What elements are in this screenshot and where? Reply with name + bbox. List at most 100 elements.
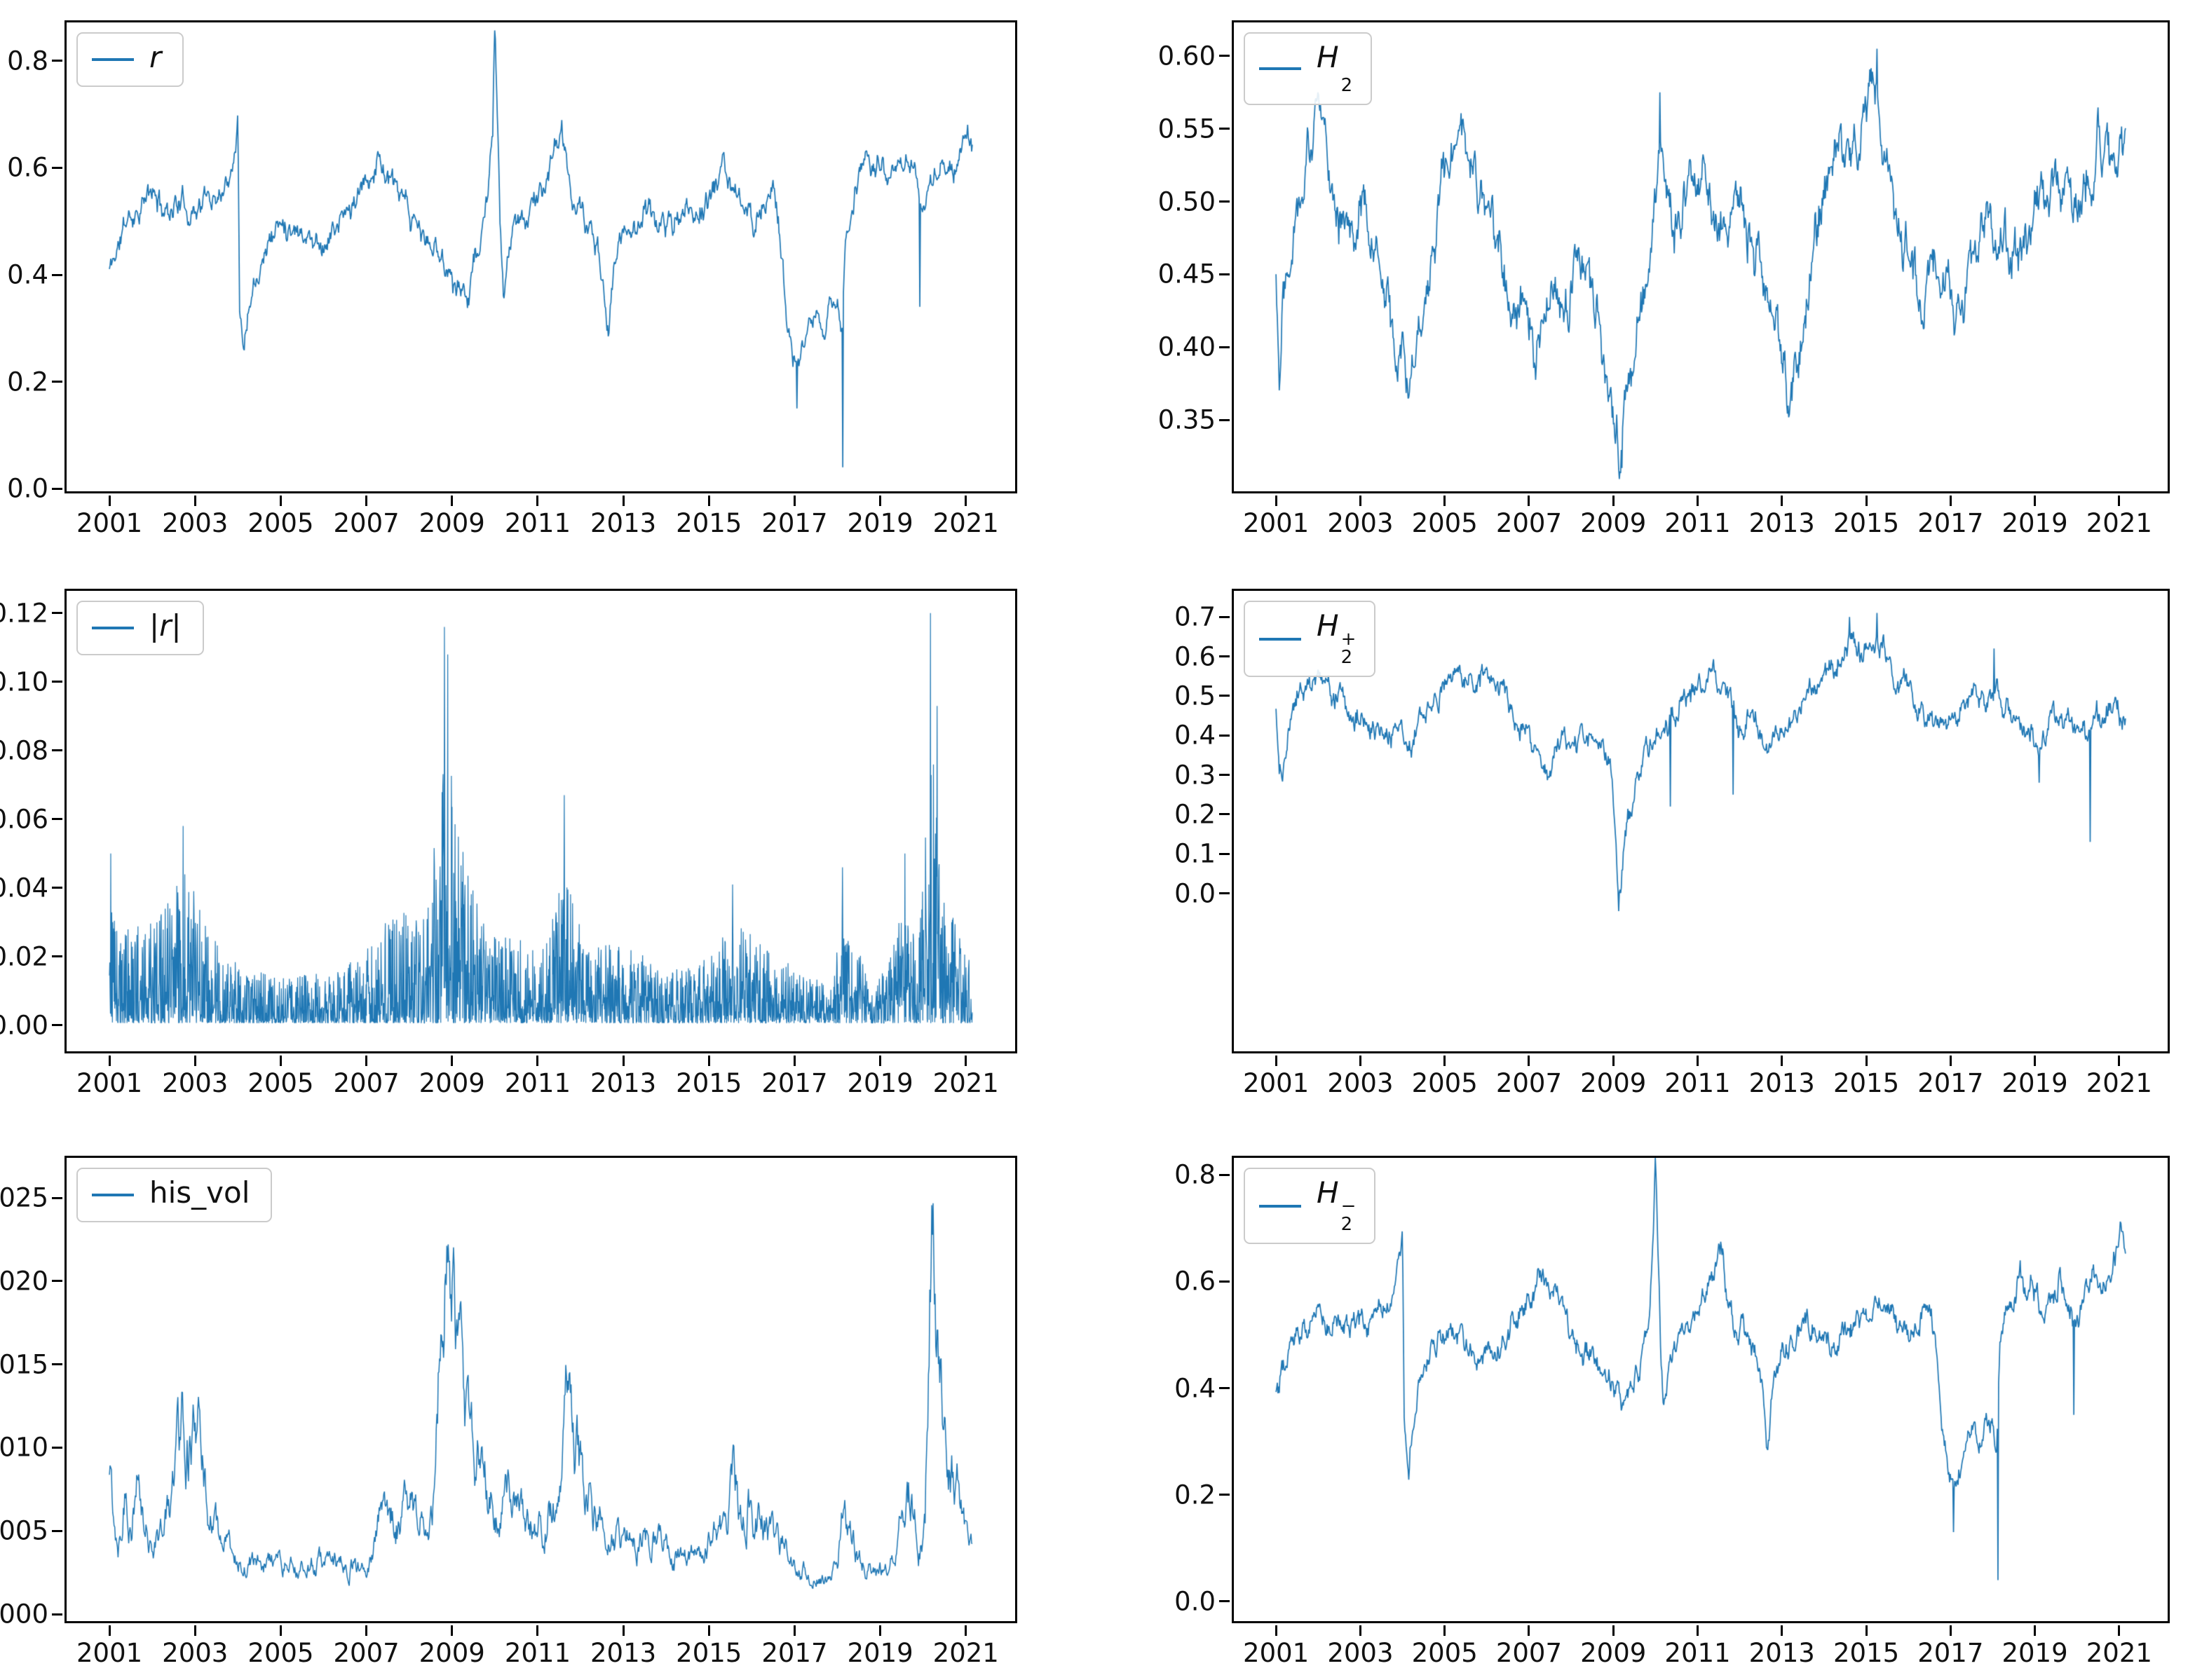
y-tick-mark <box>52 1446 62 1449</box>
x-tick-label: 2015 <box>1833 508 1900 538</box>
x-tick-label: 2009 <box>1580 508 1647 538</box>
x-tick-label: 2011 <box>504 1638 571 1668</box>
panel-h2-plus: H +2 2001 2003 2005 2007 2009 2011 2013 2015 2017… <box>1174 589 2170 1098</box>
y-tick-label: 0.8 <box>7 46 48 76</box>
x-tick-label: 2017 <box>761 1068 828 1098</box>
x-tick-label: 2013 <box>590 1638 657 1668</box>
x-tick-mark <box>1949 1625 1952 1636</box>
x-tick-mark <box>1275 1625 1277 1636</box>
x-tick-mark <box>1781 496 1783 506</box>
panel-h2-minus: H −2 2001 2003 2005 2007 2009 2011 2013 2015 2017… <box>1174 1156 2170 1668</box>
y-tick-mark <box>1219 128 1230 130</box>
x-tick-mark <box>279 496 282 506</box>
x-tick-mark <box>1865 496 1868 506</box>
x-tick-label: 2013 <box>1748 1638 1815 1668</box>
legend-line-sample <box>92 58 134 61</box>
x-tick-mark <box>965 496 967 506</box>
x-tick-mark <box>536 496 539 506</box>
x-tick-mark <box>365 496 368 506</box>
x-tick-mark <box>108 1625 111 1636</box>
y-tick-mark <box>1219 695 1230 697</box>
y-tick-mark <box>52 381 62 383</box>
legend-label: |r| <box>149 608 182 643</box>
y-tick-label: 0.06 <box>0 804 48 835</box>
x-tick-label: 2001 <box>76 508 143 538</box>
y-tick-label: 0.3 <box>1174 760 1216 791</box>
y-tick-label: 0.025 <box>0 1182 48 1213</box>
x-tick-mark <box>1781 1056 1783 1066</box>
legend-line-sample <box>92 627 134 629</box>
y-tick-mark <box>1219 892 1230 895</box>
y-tick-mark <box>52 166 62 169</box>
x-tick-mark <box>193 1625 196 1636</box>
x-tick-label: 2009 <box>419 1068 485 1098</box>
x-tick-mark <box>1443 1056 1446 1066</box>
y-tick-mark <box>1219 774 1230 777</box>
x-tick-label: 2021 <box>932 508 999 538</box>
plot-canvas-h2-plus <box>1234 591 2168 1051</box>
plot-canvas-r <box>67 22 1015 491</box>
y-tick-label: 0.12 <box>0 598 48 629</box>
y-tick-label: 0.2 <box>1174 799 1216 830</box>
y-tick-mark <box>1219 655 1230 658</box>
x-tick-label: 2011 <box>1664 1638 1731 1668</box>
y-tick-label: 0.005 <box>0 1515 48 1546</box>
x-tick-mark <box>279 1625 282 1636</box>
x-tick-label: 2003 <box>1327 1638 1394 1668</box>
x-tick-label: 2011 <box>1664 508 1731 538</box>
y-tick-mark <box>52 818 62 821</box>
x-tick-label: 2017 <box>1917 1068 1984 1098</box>
x-tick-label: 2021 <box>932 1068 999 1098</box>
y-tick-label: 0.000 <box>0 1599 48 1630</box>
x-tick-label: 2021 <box>2086 1638 2152 1668</box>
x-tick-mark <box>793 1625 796 1636</box>
y-tick-mark <box>52 1024 62 1027</box>
legend-label: his_vol <box>149 1175 250 1210</box>
x-tick-label: 2005 <box>1411 508 1478 538</box>
y-tick-label: 0.5 <box>1174 681 1216 711</box>
plot-canvas-abs-r <box>67 591 1015 1051</box>
legend-label: H −2 <box>1317 1175 1357 1235</box>
x-tick-mark <box>2118 496 2121 506</box>
x-tick-label: 2021 <box>2086 508 2152 538</box>
y-tick-label: 0.4 <box>1174 1373 1216 1404</box>
x-tick-mark <box>1612 1056 1615 1066</box>
x-tick-label: 2005 <box>1411 1068 1478 1098</box>
x-tick-label: 2009 <box>1580 1638 1647 1668</box>
panel-r: r 2001 2003 2005 2007 2009 2011 2013 2015 2017 20… <box>7 20 1017 538</box>
legend-line-sample <box>92 1194 134 1196</box>
y-tick-label: 0.7 <box>1174 601 1216 632</box>
y-tick-mark <box>52 1613 62 1616</box>
y-tick-label: 0.60 <box>1157 41 1216 71</box>
y-tick-mark <box>52 1196 62 1199</box>
y-tick-label: 0.0 <box>1174 878 1216 909</box>
y-tick-label: 0.1 <box>1174 838 1216 869</box>
x-tick-mark <box>2034 1056 2037 1066</box>
x-tick-mark <box>365 1625 368 1636</box>
x-tick-label: 2003 <box>1327 508 1394 538</box>
x-tick-mark <box>1949 1056 1952 1066</box>
x-tick-mark <box>279 1056 282 1066</box>
x-tick-mark <box>193 496 196 506</box>
legend-sub: 2 <box>1340 75 1353 96</box>
x-tick-label: 2007 <box>333 1068 400 1098</box>
x-tick-mark <box>108 496 111 506</box>
x-tick-label: 2015 <box>1833 1638 1900 1668</box>
y-tick-mark <box>1219 852 1230 855</box>
y-tick-mark <box>52 1280 62 1283</box>
y-tick-mark <box>1219 1173 1230 1176</box>
y-tick-label: 0.6 <box>1174 1266 1216 1297</box>
x-tick-label: 2013 <box>1748 508 1815 538</box>
x-tick-label: 2017 <box>761 1638 828 1668</box>
y-tick-mark <box>1219 1280 1230 1283</box>
x-tick-label: 2007 <box>1495 1068 1563 1098</box>
x-tick-mark <box>1528 1625 1530 1636</box>
x-tick-mark <box>2118 1056 2121 1066</box>
y-tick-mark <box>1219 1387 1230 1390</box>
y-tick-mark <box>52 955 62 958</box>
x-tick-label: 2017 <box>761 508 828 538</box>
y-tick-label: 0.04 <box>0 873 48 903</box>
x-tick-label: 2011 <box>504 1068 571 1098</box>
y-tick-label: 0.0 <box>1174 1586 1216 1617</box>
